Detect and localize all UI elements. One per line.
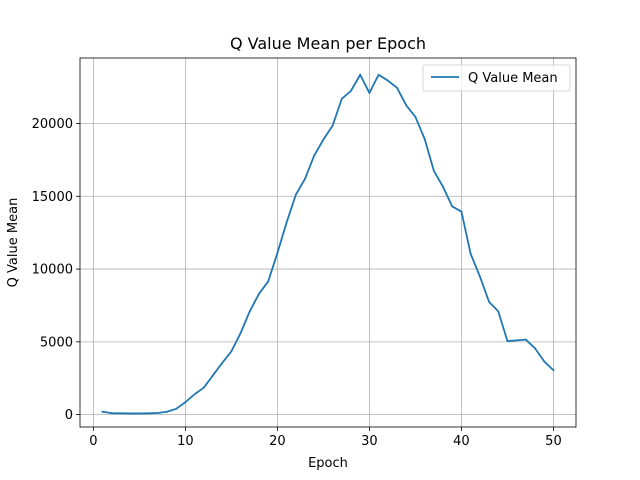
- data-point: [120, 412, 122, 415]
- data-point: [543, 360, 546, 363]
- data-point: [534, 347, 536, 350]
- y-tick-label: 0: [65, 408, 73, 423]
- data-point: [129, 412, 132, 415]
- data-point: [497, 310, 500, 313]
- data-point: [193, 393, 196, 396]
- data-point: [368, 92, 371, 94]
- data-point: [221, 362, 224, 364]
- data-point: [377, 73, 380, 76]
- data-point: [212, 374, 214, 377]
- data-point: [396, 86, 398, 89]
- data-point: [350, 89, 352, 92]
- data-point: [248, 310, 251, 313]
- x-tick-label: 40: [453, 434, 470, 449]
- data-point: [460, 210, 463, 213]
- series-layer: [101, 73, 555, 415]
- data-point: [258, 292, 260, 295]
- x-tick-label: 10: [177, 434, 194, 449]
- data-point: [423, 137, 426, 140]
- tick-layer: 0 10 20 30 40 50 0 5000 10000 15000 20000: [32, 117, 562, 449]
- series-line-q-value-mean: [101, 73, 555, 415]
- data-point: [340, 97, 343, 100]
- data-point: [331, 124, 334, 127]
- data-point: [322, 138, 325, 141]
- chart-title: Q Value Mean per Epoch: [230, 34, 426, 53]
- grid-layer: [80, 58, 576, 427]
- data-point: [506, 340, 509, 343]
- data-point: [359, 73, 362, 76]
- data-point: [432, 169, 435, 172]
- data-point: [313, 154, 316, 157]
- data-point: [414, 116, 417, 118]
- data-point: [478, 275, 481, 278]
- y-tick-label: 15000: [32, 190, 73, 205]
- data-point: [267, 280, 270, 283]
- data-point: [202, 386, 205, 389]
- data-point: [147, 412, 150, 415]
- data-point: [138, 412, 141, 415]
- data-point: [469, 252, 472, 255]
- data-point: [166, 410, 168, 413]
- data-point: [524, 338, 527, 341]
- legend-box: [422, 64, 571, 92]
- data-point: [101, 410, 104, 413]
- data-point: [285, 221, 288, 224]
- data-point: [488, 300, 490, 303]
- y-tick-label: 5000: [40, 335, 73, 350]
- plot-frame: [79, 57, 577, 428]
- data-point: [239, 332, 242, 335]
- y-tick-label: 10000: [32, 263, 73, 278]
- data-point: [276, 252, 279, 254]
- x-tick-label: 30: [361, 434, 378, 449]
- data-point: [304, 177, 306, 180]
- x-tick-label: 0: [89, 434, 97, 449]
- data-point: [110, 412, 113, 415]
- data-point: [294, 193, 297, 196]
- y-tick-label: 20000: [32, 117, 73, 132]
- legend: Q Value Mean: [422, 64, 571, 92]
- data-point: [405, 104, 408, 107]
- legend-label: Q Value Mean: [468, 71, 558, 86]
- data-point: [515, 339, 518, 342]
- data-point: [230, 350, 233, 353]
- y-axis-label: Q Value Mean: [6, 198, 21, 288]
- data-point: [184, 401, 187, 404]
- data-point: [451, 205, 454, 208]
- data-point: [552, 369, 555, 372]
- data-point: [156, 412, 159, 414]
- data-point: [175, 407, 178, 410]
- x-tick-label: 20: [269, 434, 286, 449]
- data-point: [386, 79, 389, 82]
- data-point: [442, 185, 444, 188]
- x-tick-label: 50: [545, 434, 562, 449]
- x-axis-label: Epoch: [308, 456, 348, 471]
